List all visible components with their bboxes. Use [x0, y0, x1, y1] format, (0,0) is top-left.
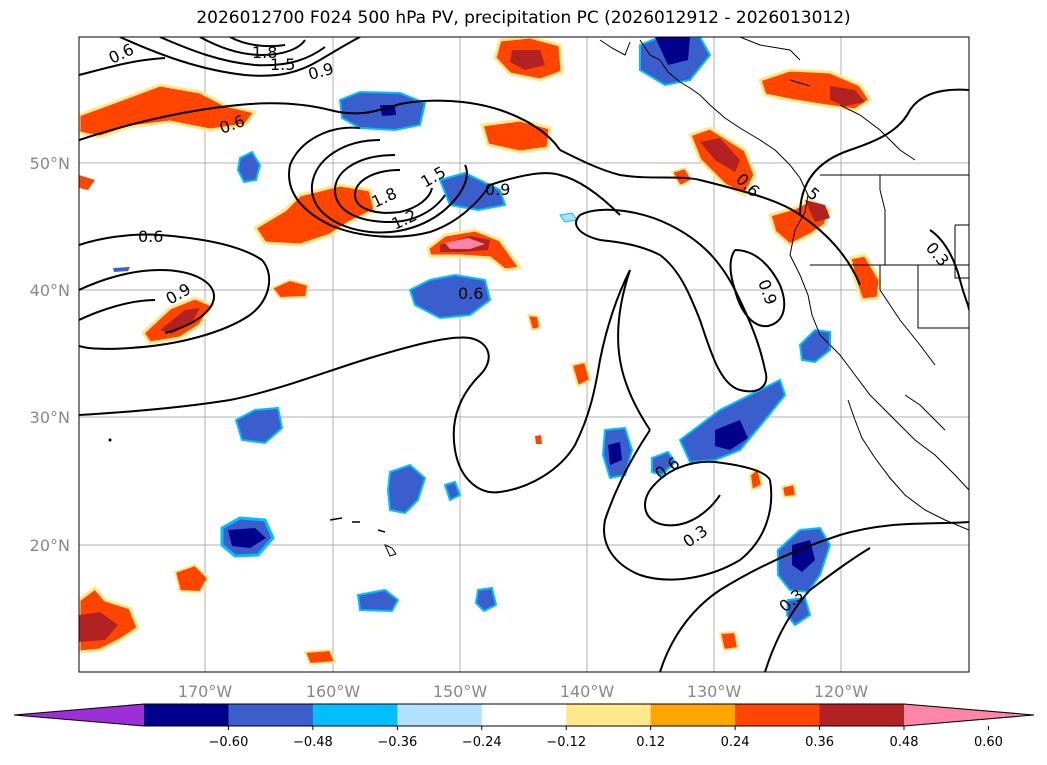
lon-label: 160°W [306, 682, 361, 701]
lon-label: 150°W [433, 682, 488, 701]
colorbar-tick-label: −0.60 [209, 735, 249, 750]
colorbar-extend-low [14, 704, 144, 726]
colorbar-tick-label: 0.60 [974, 735, 1003, 750]
colorbar-swatch [144, 704, 229, 726]
colorbar-tick-label: −0.12 [546, 735, 586, 750]
colorbar-extend-high [904, 704, 1034, 726]
lat-label: 30°N [30, 408, 70, 427]
colorbar-swatch [650, 704, 736, 726]
colorbar-swatch [481, 704, 567, 726]
colorbar: −0.60 −0.48 −0.36 −0.24 −0.12 0.12 0.24 0.36 0.4… [13, 703, 1035, 750]
colorbar-swatch [312, 704, 398, 726]
lon-label: 140°W [560, 682, 615, 701]
contour-label: 1.8 [252, 43, 277, 62]
lat-label: 40°N [30, 281, 70, 300]
colorbar-swatch [566, 704, 652, 726]
contour-label: 0.6 [138, 227, 163, 246]
colorbar-tick-label: −0.24 [462, 735, 502, 750]
lat-label: 50°N [30, 154, 70, 173]
colorbar-tick-label: 0.36 [805, 735, 834, 750]
lat-label: 20°N [30, 536, 70, 555]
colorbar-tick-label: −0.48 [293, 735, 333, 750]
colorbar-swatch [397, 704, 483, 726]
lon-label: 120°W [814, 682, 869, 701]
lon-labels: 170°W 160°W 150°W 140°W 130°W 120°W [178, 682, 869, 701]
colorbar-tick-label: 0.48 [890, 735, 919, 750]
coastlines [108, 37, 969, 557]
colorbar-tick-label: 0.12 [636, 735, 665, 750]
colorbar-swatch [228, 704, 314, 726]
contour-label: 0.9 [485, 180, 510, 199]
lon-label: 170°W [178, 682, 233, 701]
lat-labels: 50°N 40°N 30°N 20°N [30, 154, 70, 555]
map-title: 2026012700 F024 500 hPa PV, precipitatio… [196, 8, 851, 28]
pv-contours [79, 37, 969, 672]
contour-label: 0.6 [458, 284, 483, 303]
map-panel: 0.6 1.8 1.5 0.9 0.6 1.5 1.8 0.9 1.2 0.6 … [79, 37, 969, 672]
colorbar-swatch [819, 704, 905, 726]
colorbar-swatch [735, 704, 821, 726]
map-border [78, 36, 970, 673]
contour-label: 1.5 [270, 55, 295, 74]
lon-label: 130°W [687, 682, 742, 701]
colorbar-tick-label: 0.24 [721, 735, 750, 750]
colorbar-outline [13, 703, 1035, 727]
colorbar-tick-label: −0.36 [377, 735, 417, 750]
